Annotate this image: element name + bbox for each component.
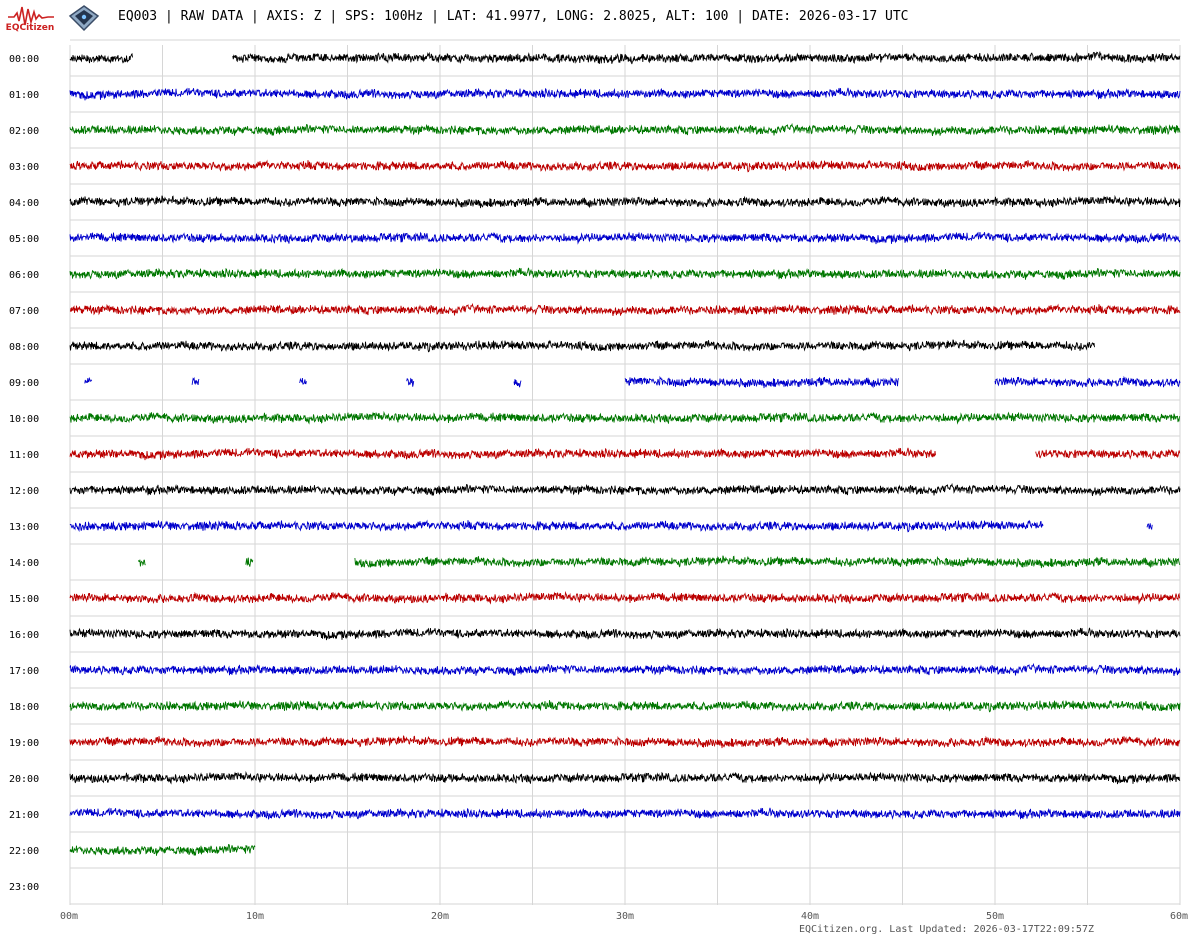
trace-segment xyxy=(69,735,1181,749)
x-tick-label: 50m xyxy=(986,911,1004,922)
trace-segment xyxy=(69,267,1181,280)
trace-segment xyxy=(69,519,1044,533)
grid-layer xyxy=(69,39,1181,905)
y-tick-label: 19:00 xyxy=(9,738,39,749)
y-tick-label: 23:00 xyxy=(9,882,39,893)
trace-segment xyxy=(69,627,1181,641)
y-tick-label: 04:00 xyxy=(9,198,39,209)
header: EQCitizen EQ003 | RAW DATA | AXIS: Z | S… xyxy=(0,0,1200,40)
trace-segment xyxy=(69,194,1181,209)
trace-segment xyxy=(191,376,200,386)
trace-layer xyxy=(69,51,1181,856)
trace-segment xyxy=(994,375,1181,388)
y-tick-label: 13:00 xyxy=(9,522,39,533)
x-tick-label: 30m xyxy=(616,911,634,922)
trace-segment xyxy=(513,379,522,388)
y-tick-label: 01:00 xyxy=(9,90,39,101)
logo-text: EQCitizen xyxy=(5,23,55,33)
trace-segment xyxy=(69,447,936,461)
y-tick-label: 21:00 xyxy=(9,810,39,821)
trace-segment xyxy=(69,662,1181,676)
trace-segment xyxy=(69,339,1095,353)
trace-segment xyxy=(69,159,1181,173)
x-tick-label: 60m xyxy=(1170,911,1188,922)
y-tick-labels: 00:00 01:00 02:00 03:00 04:00 05:00 06:00 07:00… xyxy=(9,54,39,893)
trace-segment xyxy=(354,555,1181,569)
y-tick-label: 16:00 xyxy=(9,630,39,641)
trace-segment xyxy=(69,482,1181,496)
y-tick-label: 15:00 xyxy=(9,594,39,605)
trace-segment xyxy=(232,51,1181,65)
trace-segment xyxy=(69,807,1181,820)
y-tick-label: 20:00 xyxy=(9,774,39,785)
trace-segment xyxy=(299,377,307,385)
trace-segment xyxy=(69,844,256,856)
y-tick-label: 18:00 xyxy=(9,702,39,713)
trace-segment xyxy=(1035,449,1181,460)
y-tick-label: 06:00 xyxy=(9,270,39,281)
y-tick-label: 09:00 xyxy=(9,378,39,389)
sensor-device-icon xyxy=(68,4,100,34)
trace-segment xyxy=(69,122,1181,136)
y-tick-label: 05:00 xyxy=(9,234,39,245)
trace-segment xyxy=(69,410,1181,425)
trace-segment xyxy=(69,699,1181,713)
trace-segment xyxy=(69,231,1181,245)
eqcitizen-logo xyxy=(6,3,56,35)
trace-segment xyxy=(69,87,1181,101)
trace-segment xyxy=(69,770,1181,785)
x-tick-label: 20m xyxy=(431,911,449,922)
x-tick-label: 10m xyxy=(246,911,264,922)
y-tick-label: 03:00 xyxy=(9,162,39,173)
seismograph-logo-icon xyxy=(8,6,54,26)
x-tick-label: 00m xyxy=(60,911,78,922)
trace-segment xyxy=(245,557,254,567)
y-tick-label: 07:00 xyxy=(9,306,39,317)
y-tick-label: 14:00 xyxy=(9,558,39,569)
y-tick-label: 11:00 xyxy=(9,450,39,461)
y-tick-label: 08:00 xyxy=(9,342,39,353)
trace-segment xyxy=(1146,523,1153,531)
x-tick-label: 40m xyxy=(801,911,819,922)
last-updated-text: EQCitizen.org. Last Updated: 2026-03-17T… xyxy=(798,924,1094,935)
y-tick-label: 10:00 xyxy=(9,414,39,425)
trace-segment xyxy=(69,52,133,64)
trace-segment xyxy=(406,377,415,387)
y-tick-label: 22:00 xyxy=(9,846,39,857)
x-tick-labels: 00m 10m 20m 30m 40m 50m 60m xyxy=(60,911,1188,922)
y-tick-label: 00:00 xyxy=(9,54,39,65)
trace-segment xyxy=(69,590,1181,605)
y-tick-label: 02:00 xyxy=(9,126,39,137)
y-tick-label: 12:00 xyxy=(9,486,39,497)
page-title: EQ003 | RAW DATA | AXIS: Z | SPS: 100Hz … xyxy=(118,9,909,24)
trace-segment xyxy=(624,375,899,389)
trace-segment xyxy=(69,302,1181,316)
trace-segment xyxy=(137,559,146,567)
trace-segment xyxy=(84,376,93,384)
y-tick-label: 17:00 xyxy=(9,666,39,677)
